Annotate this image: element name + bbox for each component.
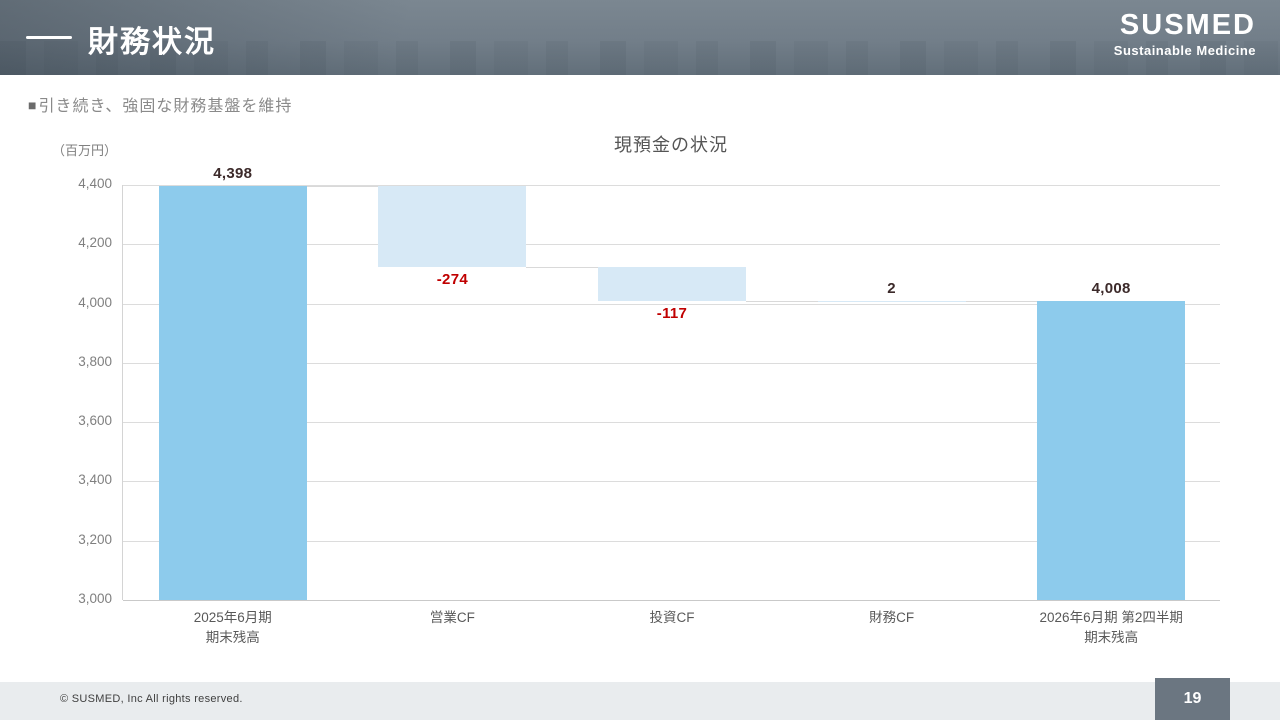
y-tick-label: 3,600 <box>78 413 112 429</box>
x-tick-label: 2026年6月期 第2四半期 期末残高 <box>1039 610 1183 645</box>
bar <box>1037 301 1186 600</box>
gridline <box>123 244 1220 246</box>
connector-line <box>526 266 598 268</box>
y-tick-label: 4,400 <box>78 176 112 191</box>
bar <box>598 266 746 302</box>
title-dash-icon <box>26 36 72 39</box>
logo-tagline: Sustainable Medicine <box>1113 43 1256 58</box>
bar-value-label: 2 <box>887 279 896 297</box>
bar-value-label: 4,398 <box>213 164 253 182</box>
chart-title: 現預金の状況 <box>614 135 728 155</box>
bar-value-label: -274 <box>436 270 468 288</box>
y-tick-label: 3,000 <box>78 591 112 606</box>
connector-line <box>746 301 818 303</box>
slide-subtitle: ■ 引き続き、強固な財務基盤を維持 <box>28 92 292 116</box>
gridline <box>123 422 1220 424</box>
slide-footer <box>0 682 1280 720</box>
y-tick-label: 4,000 <box>78 294 112 310</box>
x-tick-label: 財務CF <box>869 610 915 625</box>
y-tick-label: 3,200 <box>78 531 112 547</box>
page-title: 財務状況 <box>88 26 216 59</box>
bar <box>158 185 307 600</box>
x-tick-label: 投資CF <box>649 610 695 625</box>
company-logo: SUSMED Sustainable Medicine <box>1114 9 1256 58</box>
axis-unit-label: （百万円） <box>52 143 118 158</box>
gridline <box>123 185 1220 186</box>
y-axis: 4,400 4,200 4,000 3,800 3,600 3,400 3,200 3,000 <box>36 176 112 606</box>
header-shade-overlay <box>0 0 1280 75</box>
copyright-text: © SUSMED, Inc All rights reserved. <box>60 693 243 705</box>
gridline <box>123 362 1220 364</box>
y-tick-label: 4,200 <box>78 235 112 251</box>
x-tick-label: 営業CF <box>429 610 475 625</box>
y-tick-label: 3,400 <box>78 472 112 488</box>
bar-value-label: 4,008 <box>1091 280 1131 298</box>
waterfall-plot-area: 4,398 2025年6月期 期末残高 -274 営業CF -117 投資CF 2 財務CF 4,… <box>122 165 1220 645</box>
bar <box>378 185 527 267</box>
y-tick-label: 3,800 <box>78 353 112 369</box>
subtitle-text: 引き続き、強固な財務基盤を維持 <box>38 98 293 115</box>
connector-line <box>306 185 379 187</box>
square-bullet-icon: ■ <box>28 97 37 113</box>
logo-wordmark: SUSMED <box>1119 9 1256 41</box>
bar <box>817 300 966 302</box>
connector-line <box>965 300 1038 302</box>
gridline <box>123 540 1220 542</box>
gridline <box>123 303 1220 305</box>
slide-header: 財務状況 SUSMED Sustainable Medicine <box>0 0 1280 75</box>
gridline <box>123 600 1220 601</box>
bar-value-label: -117 <box>656 305 688 323</box>
gridline <box>123 481 1220 483</box>
page-number-badge: 19 <box>1155 678 1230 720</box>
x-tick-label: 2025年6月期 期末残高 <box>193 610 272 645</box>
city-skyline-decoration <box>0 41 1280 75</box>
